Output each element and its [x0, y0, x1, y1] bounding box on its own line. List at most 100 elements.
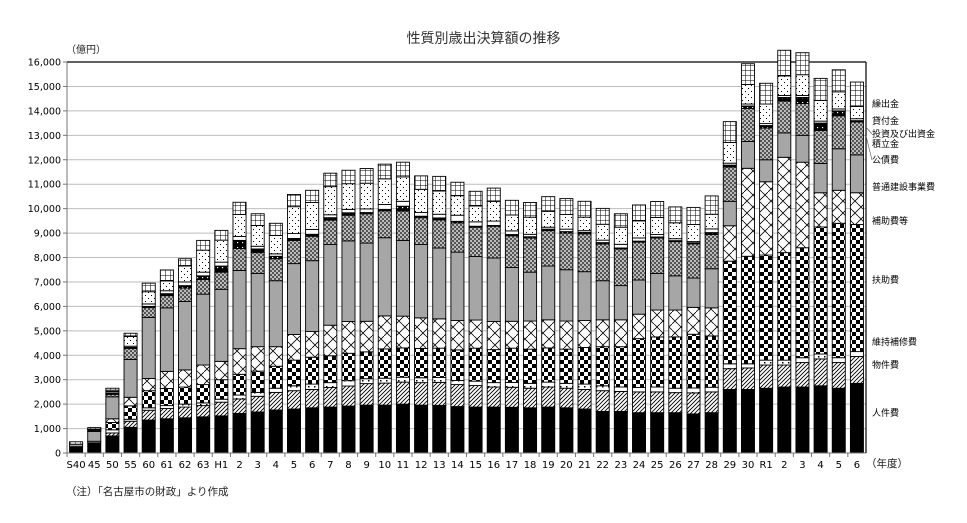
bar-segment — [232, 270, 247, 350]
bar-segment — [323, 355, 338, 384]
x-tick-label: 18 — [524, 460, 537, 471]
bar-segment — [523, 407, 538, 454]
legend-label: 繰出金 — [872, 98, 899, 110]
bar-segment — [523, 216, 538, 235]
bar-segment — [450, 320, 465, 351]
bar-segment — [559, 348, 574, 384]
bar-segment — [740, 63, 755, 85]
bar-segment — [541, 406, 556, 454]
bar-segment — [268, 280, 283, 348]
bar-segment — [377, 315, 392, 350]
bar-segment — [105, 387, 120, 391]
bar-segment — [395, 403, 410, 454]
bar-segment — [486, 257, 501, 322]
bar-segment — [504, 381, 519, 388]
x-tick-label: 5 — [291, 460, 297, 471]
bar-segment — [813, 77, 828, 101]
bar-segment — [813, 358, 828, 387]
bar-28 — [704, 195, 719, 454]
bar-segment — [323, 387, 338, 408]
bar-segment — [305, 331, 320, 358]
bar-segment — [668, 222, 683, 240]
bar-segment — [486, 220, 501, 226]
bar-segment — [250, 346, 265, 372]
bar-segment — [704, 412, 719, 454]
bar-segment — [686, 206, 701, 225]
bar-segment — [559, 407, 574, 454]
bar-segment — [105, 396, 120, 420]
bar-segment — [432, 175, 447, 192]
bar-segment — [141, 378, 156, 392]
legend-label: 積立金 — [872, 138, 899, 150]
bar-segment — [287, 263, 301, 335]
bar-segment — [359, 168, 374, 184]
bar-segment — [450, 251, 465, 321]
bar-segment — [704, 391, 719, 414]
bar-16 — [486, 187, 501, 454]
bar-segment — [541, 386, 556, 408]
bar-segment — [141, 390, 156, 409]
bar-segment — [196, 293, 211, 366]
bar-segment — [414, 377, 429, 384]
bar-segment — [450, 181, 465, 197]
bar-segment — [268, 258, 283, 282]
bar-segment — [849, 356, 864, 384]
bar-segment — [305, 389, 320, 409]
bar-5 — [287, 194, 301, 454]
bar-segment — [595, 385, 610, 392]
bar-25 — [650, 201, 665, 454]
x-tick-label: 3 — [254, 460, 260, 471]
bar-segment — [214, 265, 229, 273]
bar-segment — [759, 364, 774, 389]
x-tick-label: 9 — [363, 460, 369, 471]
bar-segment — [468, 380, 483, 387]
bar-segment — [486, 201, 501, 222]
bar-segment — [232, 248, 247, 271]
bar-segment — [359, 383, 374, 406]
bar-segment — [250, 248, 265, 254]
bar-segment — [813, 353, 828, 360]
bar-8 — [341, 169, 356, 454]
axes: 0 1,000 2,000 3,000 4,000 5,000 6,000 7,000 8,00… — [28, 58, 867, 471]
bar-segment — [450, 406, 465, 454]
bar-segment — [232, 412, 247, 454]
bar-segment — [523, 382, 538, 389]
bar-segment — [668, 309, 683, 338]
bar-segment — [595, 346, 610, 387]
bar-segment — [468, 385, 483, 408]
bar-segment — [377, 377, 392, 384]
bar-segment — [595, 207, 610, 225]
bar-segment — [595, 243, 610, 282]
bar-segment — [178, 265, 193, 283]
x-tick-label: 27 — [687, 460, 700, 471]
x-tick-label: 62 — [179, 460, 192, 471]
bar-segment — [813, 99, 828, 122]
bar-segment — [287, 334, 301, 361]
bar-segment — [341, 352, 356, 382]
bar-segment — [777, 156, 792, 254]
bar-segment — [196, 364, 211, 386]
bar-segment — [341, 321, 356, 354]
bar-H1 — [214, 229, 229, 454]
bar-segment — [795, 357, 810, 364]
bar-4 — [268, 222, 283, 454]
bar-segment — [432, 347, 447, 378]
bar-segment — [813, 192, 828, 228]
bar-segment — [305, 235, 320, 262]
bar-segment — [831, 148, 846, 191]
bar-29 — [722, 121, 737, 454]
y-tick-label: 7,000 — [34, 277, 61, 288]
x-tick-label: 55 — [124, 460, 137, 471]
bar-segment — [414, 382, 429, 406]
bar-segment — [722, 121, 737, 143]
x-tick-label: 10 — [378, 460, 391, 471]
bar-segment — [740, 389, 755, 454]
bar-segment — [395, 381, 410, 405]
bar-segment — [849, 351, 864, 357]
bar-segment — [432, 381, 447, 406]
bar-segment — [668, 241, 683, 277]
bar-segment — [777, 252, 792, 361]
bar-segment — [395, 376, 410, 383]
bar-segment — [704, 386, 719, 393]
bar-segment — [740, 367, 755, 390]
